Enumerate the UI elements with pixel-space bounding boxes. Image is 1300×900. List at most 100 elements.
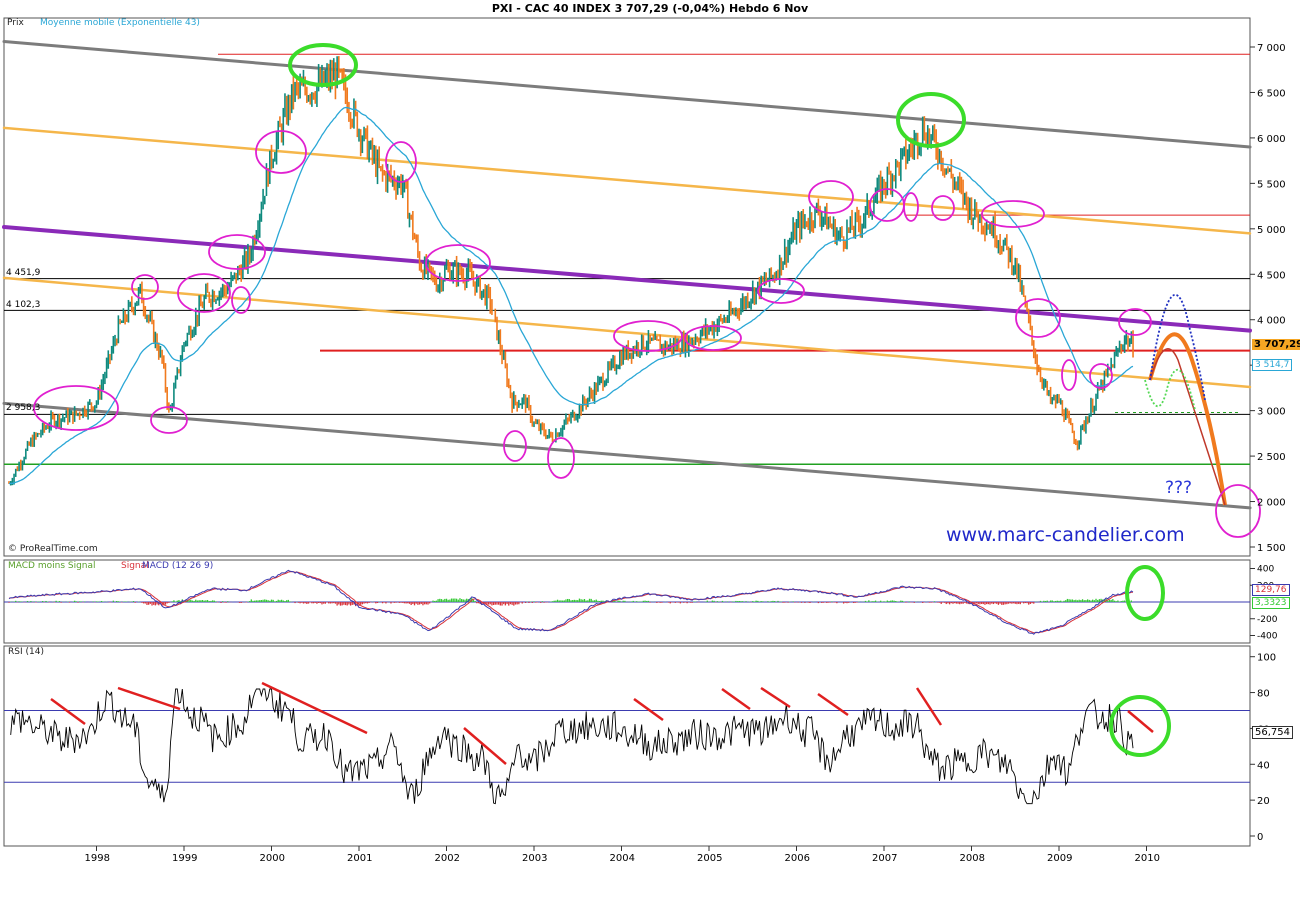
time-axis-label: 2003 — [522, 853, 547, 864]
highlight-circle-green — [896, 92, 966, 148]
ema-readout: 3 514,7 — [1252, 359, 1293, 371]
rsi-divergence-line — [117, 686, 181, 711]
price-y-tick-label: 6 500 — [1257, 88, 1286, 99]
highlight-circle-magenta — [33, 385, 119, 431]
macd-y-tick-label: -400 — [1257, 632, 1278, 642]
projection-blue-dotted — [1149, 294, 1206, 401]
highlight-circle-magenta — [208, 234, 266, 270]
macd-readout: 129,76 — [1252, 584, 1290, 596]
rsi-y-tick-label: 0 — [1257, 832, 1263, 843]
macd-signal-legend: Signal — [121, 561, 149, 571]
highlight-circle-magenta — [231, 286, 251, 314]
rsi-divergence-line — [721, 687, 751, 711]
rsi-y-tick-label: 20 — [1257, 796, 1270, 807]
price-y-tick-label: 2 000 — [1257, 498, 1286, 509]
projection-red-path — [1149, 348, 1226, 506]
channel-line-top — [2, 40, 1252, 149]
signal-line — [8, 571, 1134, 634]
projection-orange-path — [1148, 332, 1227, 506]
rsi-line — [10, 688, 1134, 805]
time-axis-label: 2001 — [347, 853, 372, 864]
price-y-tick-label: 4 000 — [1257, 316, 1286, 327]
channel-line-orange-lower — [2, 276, 1252, 389]
time-axis-label: 2009 — [1047, 853, 1072, 864]
highlight-circle-green — [288, 43, 358, 87]
highlight-circle-magenta — [177, 273, 231, 313]
macd-y-tick-label: 400 — [1257, 565, 1274, 575]
time-axis-label: 1998 — [85, 853, 110, 864]
price-y-tick-label: 5 500 — [1257, 179, 1286, 190]
projection-green-dotted — [1144, 368, 1196, 411]
rsi-y-tick-label: 80 — [1257, 689, 1270, 700]
rsi-panel-label: RSI (14) — [8, 647, 44, 657]
highlight-circle-magenta — [1215, 484, 1261, 538]
channel-line-orange-upper — [2, 126, 1252, 235]
time-axis-label: 2000 — [260, 853, 285, 864]
rsi-y-tick-label: 100 — [1257, 653, 1276, 664]
price-y-tick-label: 2 500 — [1257, 452, 1286, 463]
rsi-divergence-line — [633, 697, 664, 722]
rsi-divergence-line — [50, 697, 86, 726]
rsi-divergence-line — [463, 727, 507, 765]
level-label-4102: 4 102,3 — [6, 300, 41, 310]
rsi-panel-frame — [3, 645, 1251, 847]
time-axis-label: 2005 — [697, 853, 722, 864]
rsi-y-tick-label: 40 — [1257, 760, 1270, 771]
ema-43-line — [8, 106, 1134, 485]
price-y-tick-label: 5 000 — [1257, 225, 1286, 236]
website-watermark: www.marc-candelier.com — [946, 524, 1185, 546]
highlight-circle-magenta — [255, 130, 307, 174]
time-axis-label: 2008 — [960, 853, 985, 864]
highlight-circle-magenta — [808, 180, 854, 214]
macd-hist-legend: MACD moins Signal — [8, 561, 96, 571]
highlight-circle-magenta — [385, 141, 417, 183]
rsi-highlight-circle — [1109, 695, 1171, 757]
channel-line-bottom — [2, 401, 1252, 510]
macd-line — [8, 569, 1134, 635]
rsi-divergence-line — [817, 692, 849, 717]
highlight-circle-magenta — [150, 406, 188, 434]
highlight-circle-magenta — [931, 195, 955, 221]
price-y-tick-label: 6 000 — [1257, 134, 1286, 145]
highlight-circle-magenta — [1089, 363, 1113, 389]
level-label-2958: 2 958,3 — [6, 403, 41, 413]
rsi-divergence-line — [915, 687, 943, 726]
highlight-circle-magenta — [1061, 359, 1077, 391]
time-axis-label: 2010 — [1135, 853, 1160, 864]
rsi-readout: 56,754 — [1252, 726, 1293, 739]
time-axis-label: 1999 — [172, 853, 197, 864]
macd-highlight-circle — [1125, 565, 1165, 621]
highlight-circle-magenta — [613, 320, 683, 352]
ema-legend-label: Moyenne mobile (Exponentielle 43) — [40, 18, 200, 28]
price-panel-label: Prix — [7, 18, 24, 28]
rsi-divergence-line — [1127, 710, 1154, 733]
highlight-circle-magenta — [425, 244, 491, 282]
time-axis-label: 2007 — [872, 853, 897, 864]
price-y-tick-label: 4 500 — [1257, 270, 1286, 281]
highlight-circle-magenta — [903, 192, 919, 222]
highlight-circle-magenta — [1118, 308, 1152, 336]
macd-hist-readout: 3,3323 — [1252, 597, 1290, 609]
price-readout: 3 707,29 — [1252, 339, 1300, 350]
price-y-tick-label: 7 000 — [1257, 43, 1286, 54]
highlight-circle-magenta — [757, 278, 805, 304]
chart-title: PXI - CAC 40 INDEX 3 707,29 (-0,04%) Heb… — [491, 2, 809, 15]
time-axis-label: 2002 — [435, 853, 460, 864]
time-axis-label: 2004 — [610, 853, 635, 864]
price-y-tick-label: 3 000 — [1257, 407, 1286, 418]
rsi-divergence-line — [760, 686, 791, 709]
question-annotation: ??? — [1165, 478, 1193, 498]
highlight-circle-magenta — [503, 430, 527, 462]
rsi-divergence-line — [261, 681, 368, 735]
level-label-4451: 4 451,9 — [6, 268, 41, 278]
price-panel-frame — [3, 17, 1251, 557]
highlight-circle-magenta — [981, 200, 1045, 228]
highlight-circle-magenta — [547, 437, 575, 479]
highlight-circle-magenta — [684, 325, 742, 351]
source-credit: © ProRealTime.com — [8, 544, 98, 554]
price-y-tick-label: 1 500 — [1257, 543, 1286, 554]
highlight-circle-magenta — [131, 274, 159, 300]
time-axis-label: 2006 — [785, 853, 810, 864]
highlight-circle-magenta — [1015, 298, 1061, 338]
